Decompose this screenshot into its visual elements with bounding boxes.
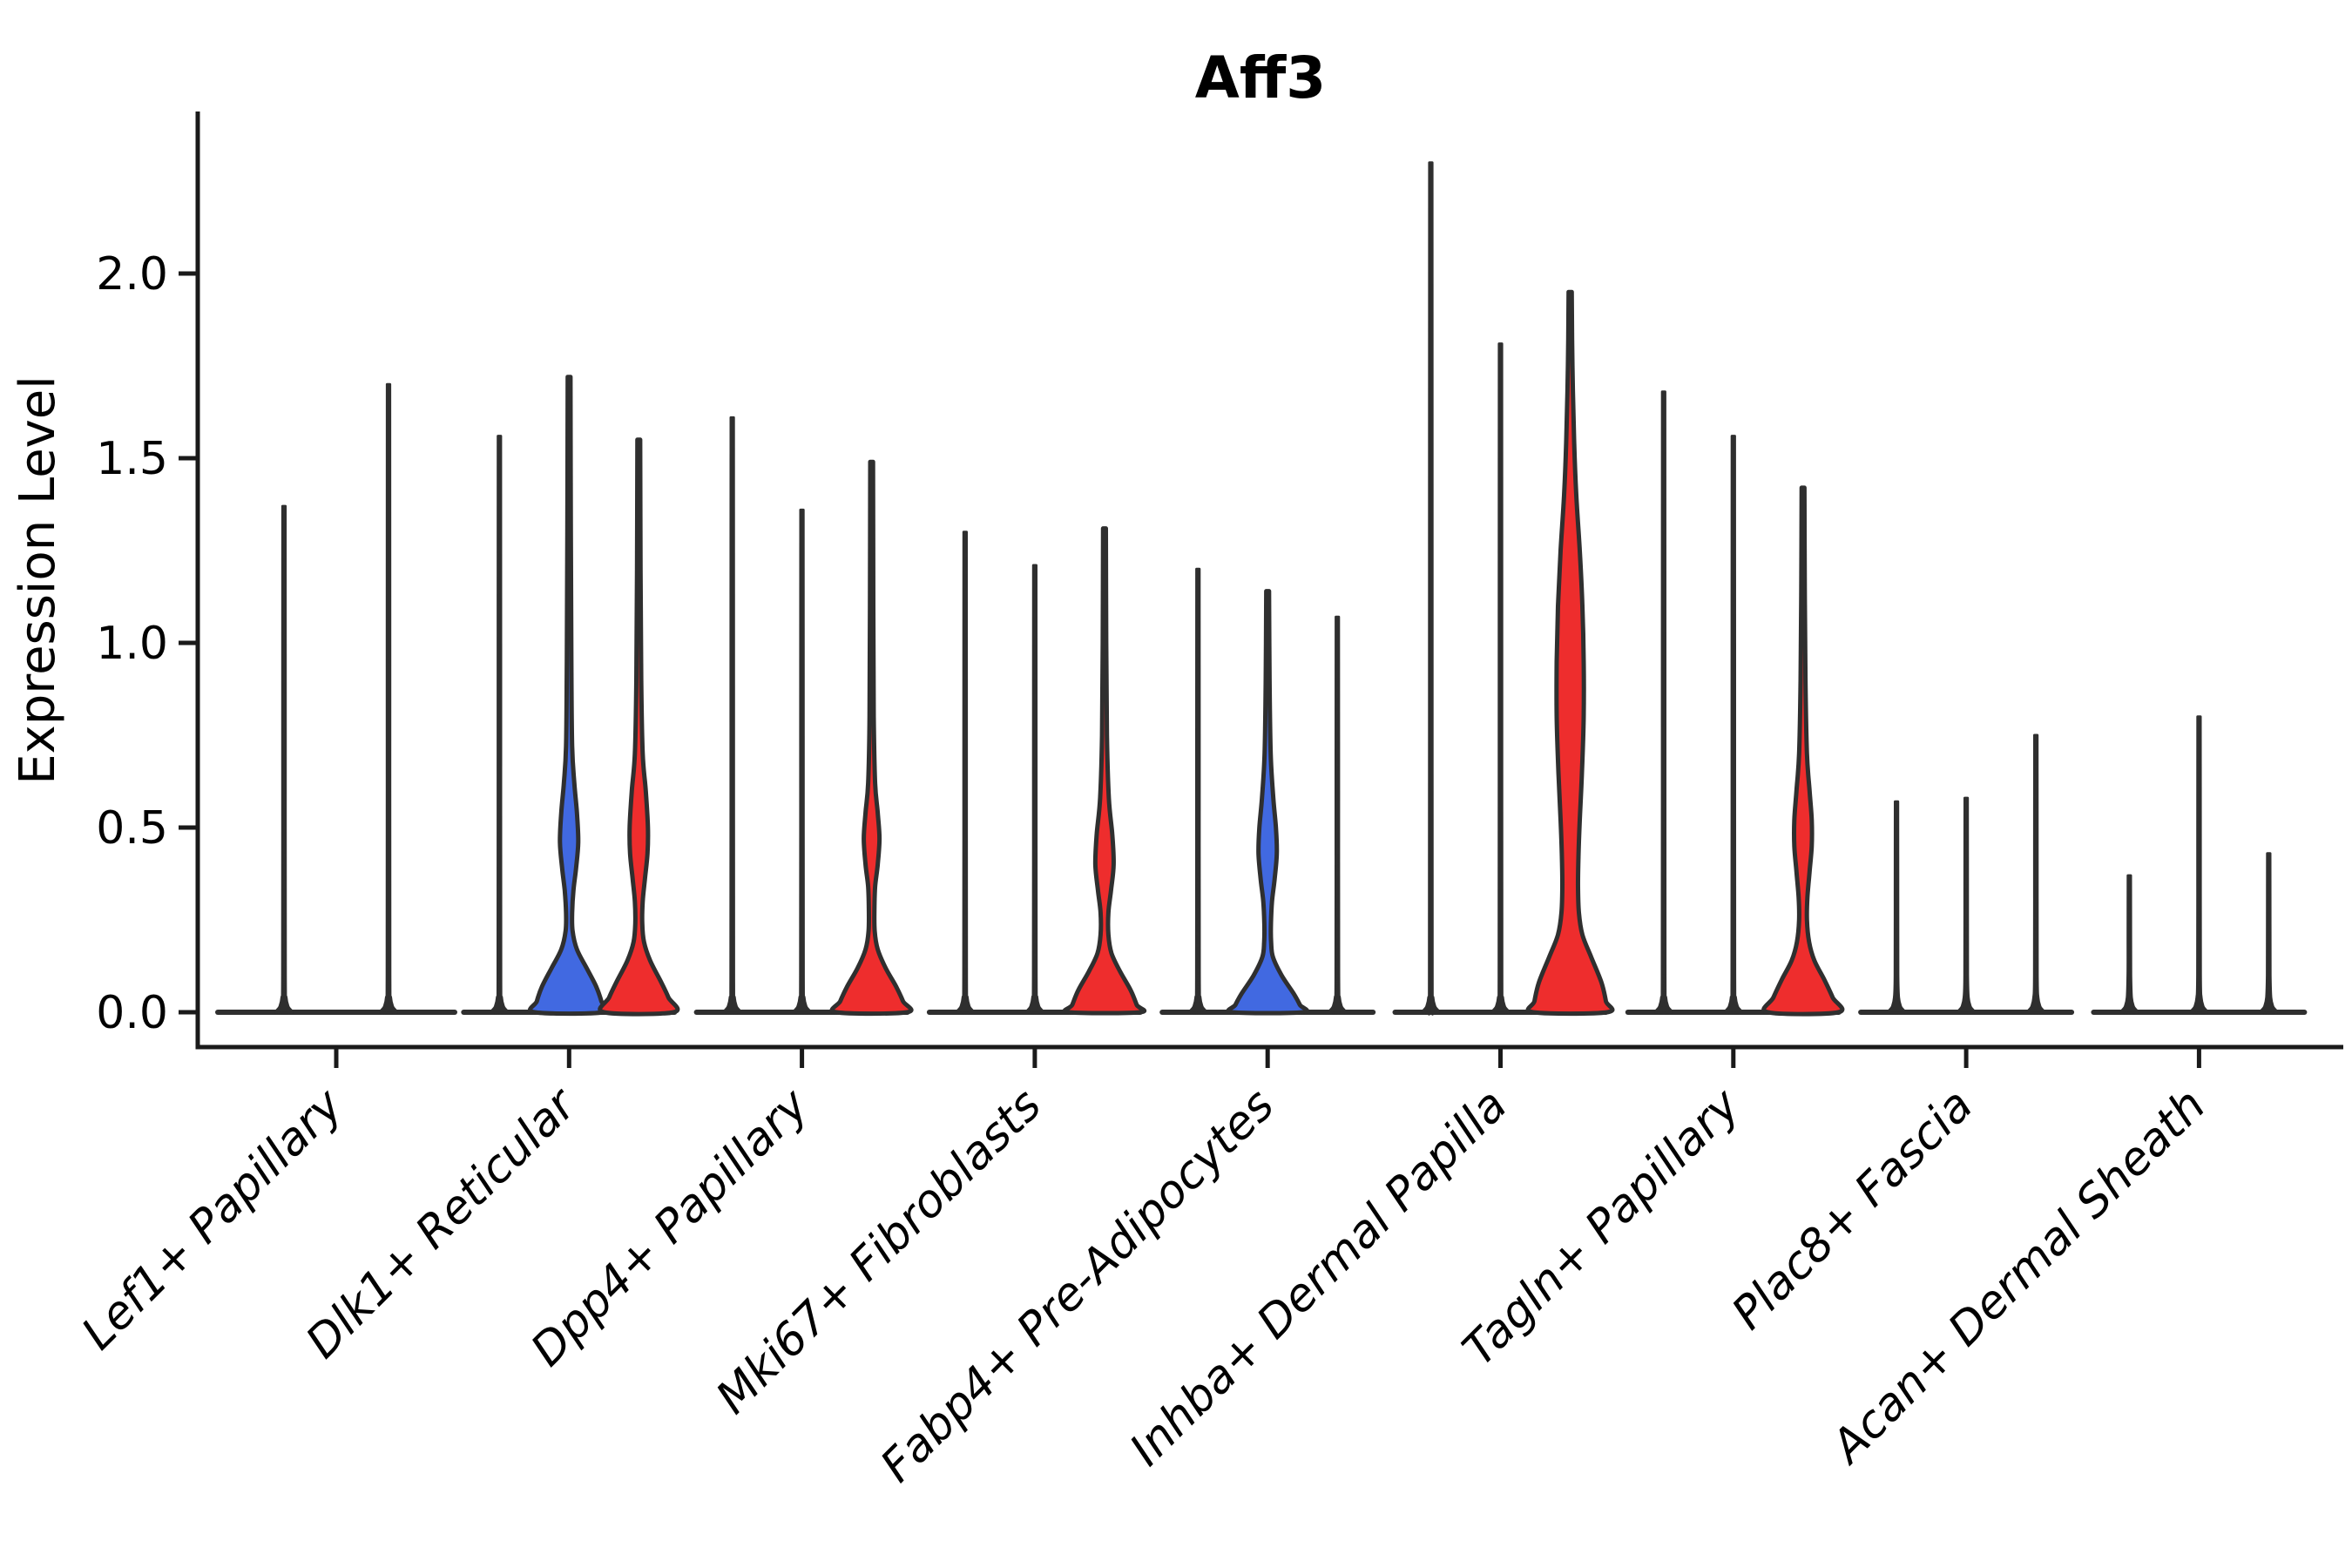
y-tick-label: 1.5 <box>96 433 168 485</box>
violin-red <box>598 437 680 1017</box>
violin-red <box>829 459 914 1017</box>
violin-spike <box>1490 342 1511 1015</box>
violin-spike <box>1654 390 1673 1015</box>
violin-spike <box>490 435 509 1015</box>
y-axis-label: Expression Level <box>10 375 66 785</box>
violin-spike <box>2189 715 2208 1015</box>
violin-spike <box>793 508 812 1015</box>
violin-spike <box>2259 852 2278 1015</box>
violin-spike <box>1724 435 1743 1015</box>
violin-blue <box>1226 589 1309 1016</box>
violin-spike <box>274 504 294 1015</box>
x-tick-label: Fabp4+ Pre-Adipocytes <box>871 1079 1285 1493</box>
violin-spike <box>2119 874 2139 1015</box>
violin-spike <box>2026 733 2045 1015</box>
y-tick-label: 0.0 <box>96 987 168 1039</box>
y-tick-labels: 0.0 0.5 1.0 1.5 2.0 <box>96 248 168 1039</box>
y-tick-label: 0.5 <box>96 802 168 855</box>
violin-spike <box>1421 161 1441 1016</box>
violin-spike <box>1025 564 1044 1015</box>
violin-spike <box>723 416 742 1015</box>
violin-spike <box>1188 567 1207 1015</box>
violin-red <box>1525 289 1615 1017</box>
violin-spike <box>379 382 398 1015</box>
chart-title: Aff3 <box>1195 44 1326 112</box>
x-tick-label: Plac8+ Fascia <box>1722 1079 1983 1340</box>
violin-blue <box>528 375 611 1017</box>
violins-layer <box>215 161 2308 1017</box>
axes-layer <box>179 112 2343 1068</box>
x-tick-label: Acan+ Dermal Sheath <box>1821 1079 2216 1475</box>
y-tick-label: 2.0 <box>96 248 168 301</box>
violin-red <box>1761 485 1845 1017</box>
violin-spike <box>1957 796 1976 1015</box>
violin-spike <box>1328 615 1347 1015</box>
violin-red <box>1062 526 1147 1016</box>
violin-spike <box>1887 800 1906 1015</box>
violin-spike <box>956 531 975 1015</box>
x-tick-label: Inhba+ Dermal Papilla <box>1120 1079 1517 1477</box>
y-tick-label: 1.0 <box>96 618 168 670</box>
